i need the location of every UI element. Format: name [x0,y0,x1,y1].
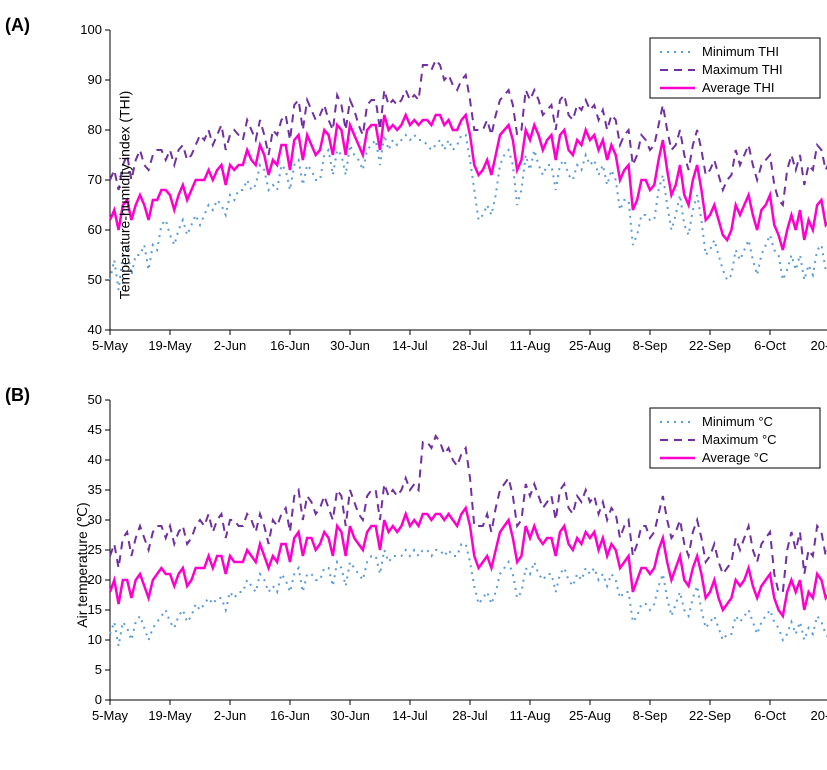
svg-text:8-Sep: 8-Sep [633,708,668,723]
svg-text:16-Jun: 16-Jun [270,338,310,353]
svg-text:8-Sep: 8-Sep [633,338,668,353]
svg-text:10: 10 [88,632,102,647]
svg-text:11-Aug: 11-Aug [510,338,551,353]
svg-text:50: 50 [88,272,102,287]
svg-text:90: 90 [88,72,102,87]
svg-text:25-Aug: 25-Aug [569,708,611,723]
svg-text:Average °C: Average °C [702,450,768,465]
svg-text:5-May: 5-May [92,338,129,353]
svg-text:100: 100 [80,22,102,37]
svg-text:25-Aug: 25-Aug [569,338,611,353]
svg-text:28-Jul: 28-Jul [452,338,488,353]
svg-text:28-Jul: 28-Jul [452,708,488,723]
panel-b-svg: 051015202530354045505-May19-May2-Jun16-J… [70,390,827,740]
svg-text:22-Sep: 22-Sep [689,708,731,723]
svg-text:2-Jun: 2-Jun [214,708,247,723]
svg-text:Minimum °C: Minimum °C [702,414,773,429]
svg-text:0: 0 [95,692,102,707]
svg-text:Maximum THI: Maximum THI [702,62,783,77]
svg-text:5-May: 5-May [92,708,129,723]
figure-container: (A) Temperature-humidity index (THI) 405… [10,20,817,740]
svg-text:11-Aug: 11-Aug [510,708,551,723]
svg-text:2-Jun: 2-Jun [214,338,247,353]
panel-b-ylabel: Air temperature (℃) [74,502,91,627]
panel-b-label: (B) [5,385,30,406]
svg-text:30-Jun: 30-Jun [330,338,370,353]
svg-text:80: 80 [88,122,102,137]
panel-b: (B) Air temperature (℃) 0510152025303540… [10,390,817,740]
svg-text:70: 70 [88,172,102,187]
svg-text:5: 5 [95,662,102,677]
svg-text:6-Oct: 6-Oct [754,338,786,353]
svg-text:19-May: 19-May [148,708,192,723]
svg-text:6-Oct: 6-Oct [754,708,786,723]
svg-text:19-May: 19-May [148,338,192,353]
panel-b-plot: Air temperature (℃) 05101520253035404550… [70,390,817,740]
panel-a: (A) Temperature-humidity index (THI) 405… [10,20,817,370]
svg-text:40: 40 [88,322,102,337]
panel-a-svg: 40 50 60 70 80 90 100 5-May 19-May 2-Jun 16-Jun 30-… [70,20,827,370]
svg-text:14-Jul: 14-Jul [392,338,428,353]
svg-text:Maximum °C: Maximum °C [702,432,777,447]
svg-text:14-Jul: 14-Jul [392,708,428,723]
svg-text:50: 50 [88,392,102,407]
svg-text:Minimum THI: Minimum THI [702,44,779,59]
svg-text:16-Jun: 16-Jun [270,708,310,723]
panel-a-label: (A) [5,15,30,36]
panel-a-ylabel: Temperature-humidity index (THI) [116,91,132,300]
svg-text:30-Jun: 30-Jun [330,708,370,723]
svg-text:20-Oct: 20-Oct [810,708,827,723]
svg-text:40: 40 [88,452,102,467]
svg-text:60: 60 [88,222,102,237]
svg-text:22-Sep: 22-Sep [689,338,731,353]
svg-text:45: 45 [88,422,102,437]
svg-text:20-Oct: 20-Oct [810,338,827,353]
panel-a-plot: Temperature-humidity index (THI) 40 50 60 7… [70,20,817,370]
svg-text:35: 35 [88,482,102,497]
svg-text:Average THI: Average THI [702,80,775,95]
